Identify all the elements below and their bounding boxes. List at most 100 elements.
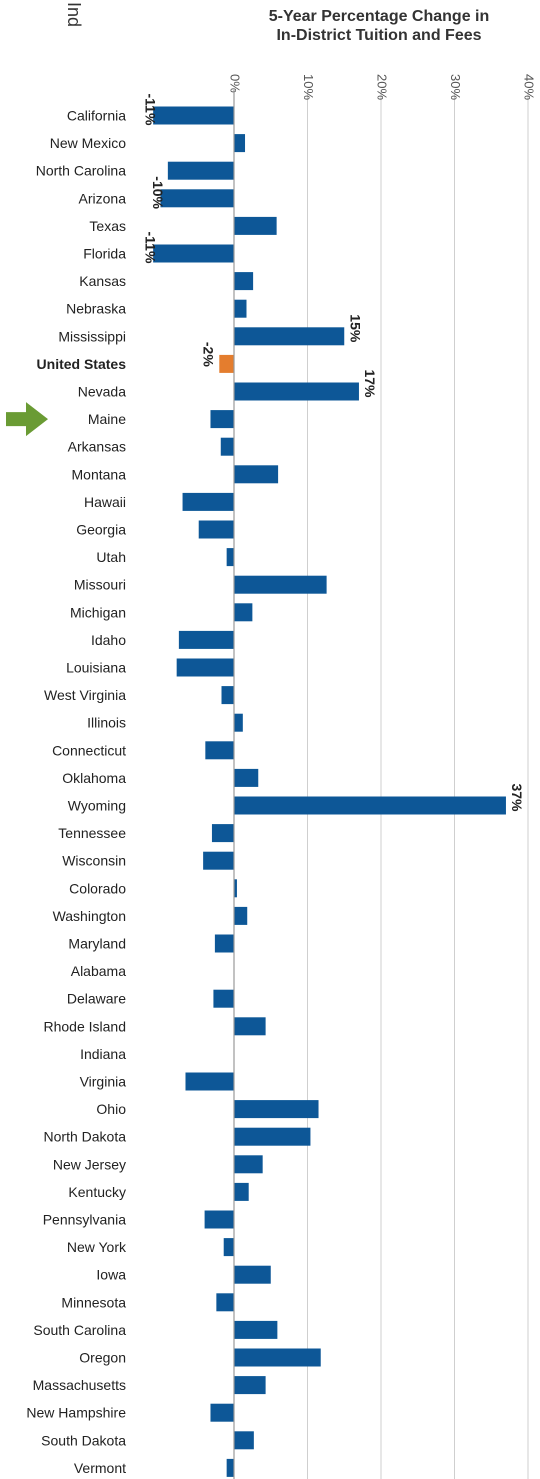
bar — [203, 851, 234, 870]
category-label: Florida — [83, 246, 126, 262]
category-label: Iowa — [96, 1267, 126, 1283]
bar — [153, 106, 234, 125]
category-label: Illinois — [87, 715, 126, 731]
category-label: Montana — [72, 466, 127, 482]
category-label: Texas — [89, 218, 126, 234]
category-label: Ohio — [96, 1101, 126, 1117]
category-label: Utah — [96, 549, 126, 565]
bar — [234, 603, 253, 622]
category-label: North Carolina — [36, 163, 126, 179]
bar — [210, 410, 234, 429]
bar — [221, 686, 234, 705]
category-label: Idaho — [91, 632, 126, 648]
category-label: New Hampshire — [26, 1405, 126, 1421]
data-label: -2% — [201, 342, 217, 367]
category-label: Rhode Island — [43, 1018, 126, 1034]
bar — [234, 768, 259, 787]
category-label: Nebraska — [66, 301, 126, 317]
data-label: -10% — [150, 176, 166, 209]
category-label: Washington — [53, 908, 126, 924]
category-label: Oklahoma — [62, 770, 126, 786]
category-label: Nevada — [78, 384, 126, 400]
category-label: Alabama — [71, 963, 126, 979]
bar — [178, 630, 234, 649]
bar — [234, 1376, 266, 1395]
bar — [234, 796, 506, 815]
bar — [234, 1348, 321, 1367]
bar — [234, 134, 246, 153]
bar — [234, 272, 254, 291]
category-label: Kentucky — [68, 1184, 126, 1200]
bar — [213, 989, 234, 1008]
bar — [210, 1403, 234, 1422]
bar — [234, 299, 247, 318]
category-label: Colorado — [69, 880, 126, 896]
bar — [220, 437, 234, 456]
category-label: Vermont — [74, 1460, 126, 1476]
bar — [185, 1072, 234, 1091]
bar — [223, 1238, 234, 1257]
category-label: Mississippi — [58, 328, 126, 344]
bar — [234, 1265, 271, 1284]
bar — [234, 327, 345, 346]
category-label: New Jersey — [53, 1156, 126, 1172]
data-label: -11% — [142, 232, 158, 264]
bar — [216, 1293, 234, 1312]
category-label: Kansas — [79, 273, 126, 289]
chart-title-line-1: 5-Year Percentage Change in — [268, 8, 490, 25]
bar — [226, 1458, 234, 1477]
bar — [234, 1100, 319, 1119]
category-label: Oregon — [79, 1350, 126, 1366]
x-tick-label: 40% — [522, 74, 537, 100]
category-label: Connecticut — [52, 742, 126, 758]
category-label: Pennsylvania — [43, 1212, 126, 1228]
category-label: Massachusetts — [33, 1377, 126, 1393]
bar — [234, 1017, 266, 1036]
category-label: New York — [67, 1239, 127, 1255]
bar — [167, 161, 234, 180]
x-tick-label: 30% — [448, 74, 463, 100]
x-tick-label: 0% — [228, 74, 243, 93]
bar — [214, 934, 234, 953]
bar — [160, 189, 234, 208]
bar — [226, 548, 234, 567]
bar — [234, 713, 243, 732]
category-label: Maryland — [68, 936, 126, 952]
category-label: Missouri — [74, 577, 126, 593]
category-label: Maine — [88, 411, 126, 427]
bar — [234, 382, 359, 401]
bar — [234, 1182, 249, 1201]
category-label: Wisconsin — [62, 853, 126, 869]
x-tick-label: 10% — [301, 74, 316, 100]
category-label: West Virginia — [44, 687, 126, 703]
data-label: 37% — [509, 784, 525, 813]
category-label: South Carolina — [33, 1322, 126, 1338]
bar — [234, 216, 277, 235]
bar — [204, 1210, 234, 1229]
bar — [198, 520, 234, 539]
bar — [205, 741, 234, 760]
bar — [234, 879, 237, 898]
category-label: South Dakota — [41, 1432, 126, 1448]
bar — [234, 906, 248, 925]
category-label: Arizona — [79, 190, 127, 206]
category-label: Minnesota — [61, 1294, 126, 1310]
category-label: Michigan — [70, 604, 126, 620]
category-label: Tennessee — [58, 825, 126, 841]
bar — [234, 1431, 254, 1450]
bar — [234, 1320, 278, 1339]
bar — [234, 465, 279, 484]
green-arrow-icon — [6, 402, 48, 437]
bar — [219, 354, 234, 373]
chart-title-line-2: In-District Tuition and Fees — [276, 27, 482, 44]
bar — [234, 575, 327, 594]
data-label: 17% — [362, 370, 378, 399]
bar — [234, 1127, 311, 1146]
category-label: California — [67, 108, 126, 124]
bar — [182, 492, 234, 511]
category-label: Wyoming — [68, 798, 126, 814]
bar — [176, 658, 234, 677]
category-label: North Dakota — [44, 1129, 127, 1145]
category-label: Georgia — [76, 522, 126, 538]
